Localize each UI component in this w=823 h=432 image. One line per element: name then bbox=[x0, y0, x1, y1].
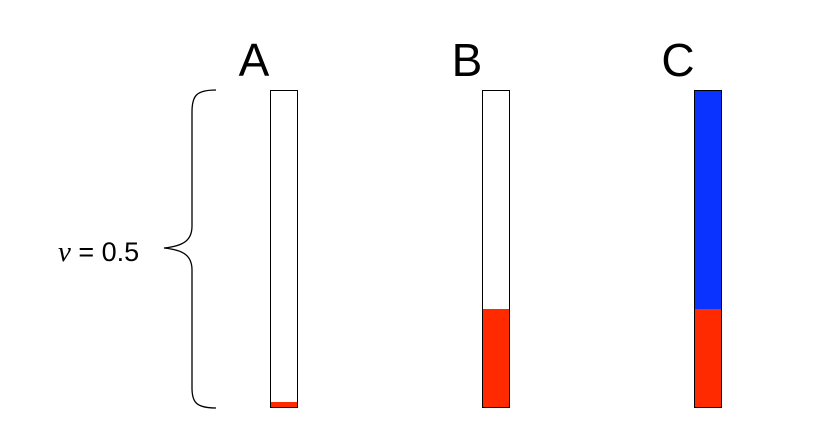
brace-label: v = 0.5 bbox=[58, 236, 139, 268]
column-a-red-fill bbox=[271, 401, 297, 407]
column-b-red-fill bbox=[483, 309, 509, 407]
column-c-red-fill bbox=[695, 309, 721, 407]
column-a-bar bbox=[270, 90, 298, 408]
column-b-bar bbox=[482, 90, 510, 408]
column-a-label: A bbox=[238, 34, 270, 86]
column-c-bar bbox=[694, 90, 722, 408]
column-c-label: C bbox=[661, 34, 695, 86]
brace-value: = 0.5 bbox=[70, 237, 140, 267]
column-c-blue-fill bbox=[695, 91, 721, 310]
column-b-label: B bbox=[451, 34, 483, 86]
brace-variable: v bbox=[58, 236, 71, 268]
